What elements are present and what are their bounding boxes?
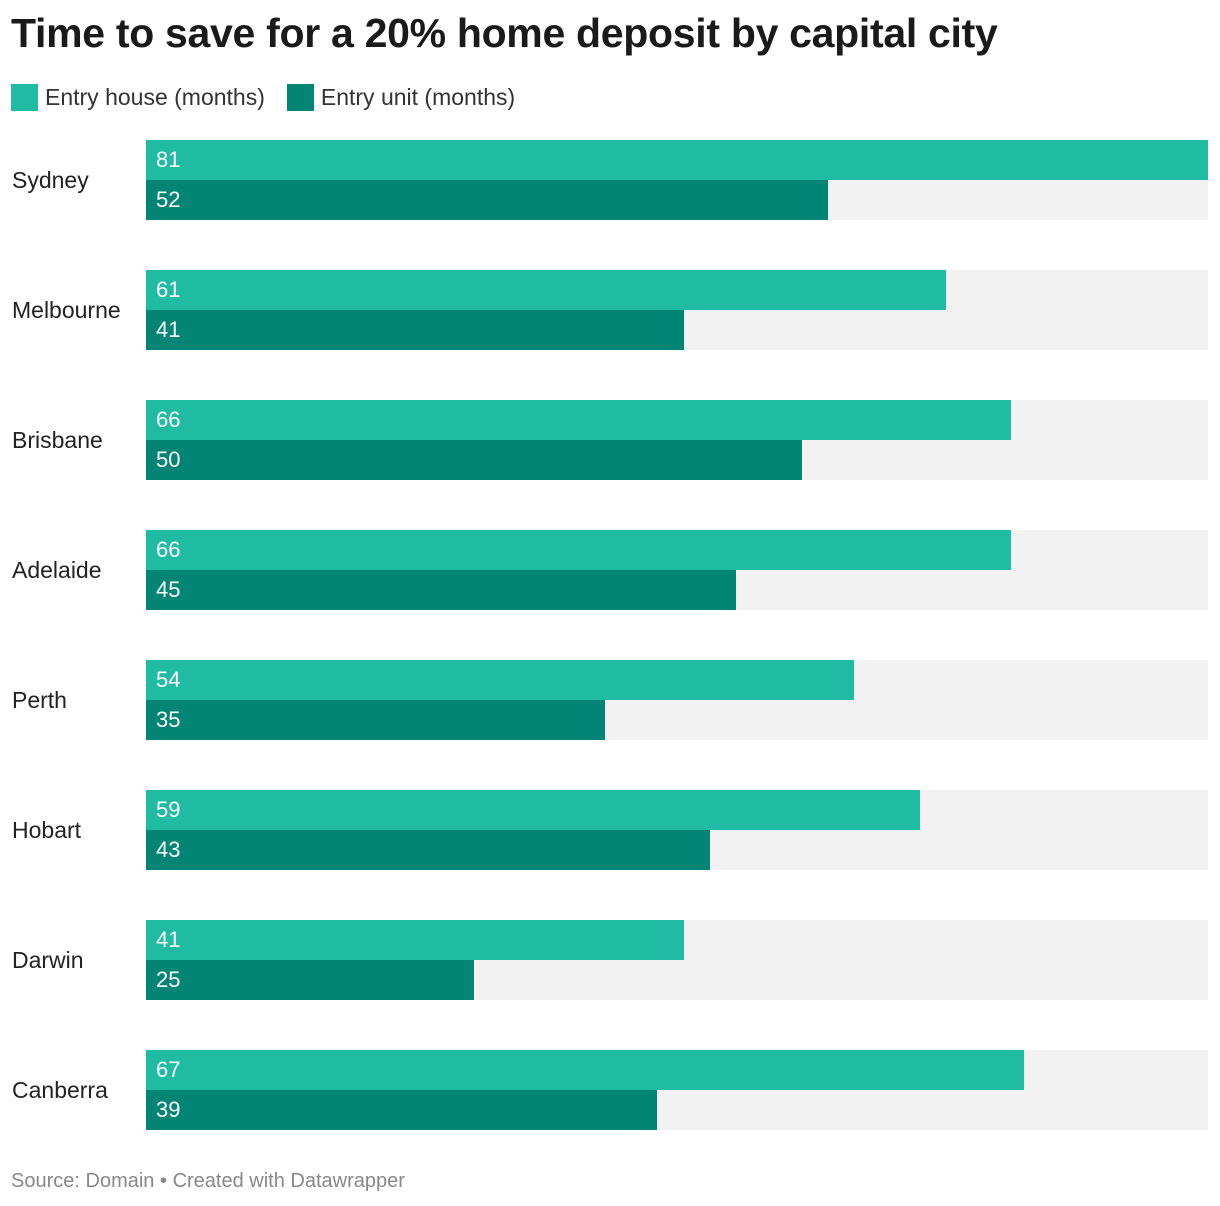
bar-group: Sydney 81 52 [0,140,1220,220]
source-label: Source: [11,1170,80,1192]
bar-house [146,140,1208,180]
bar-group: Brisbane 66 50 [0,400,1220,480]
bar-group: Melbourne 61 41 [0,270,1220,350]
bar-house [146,400,1012,440]
data-label: 67 [156,1057,181,1082]
legend: Entry house (months) Entry unit (months) [11,84,537,111]
legend-item-unit: Entry unit (months) [286,84,516,111]
data-label: 41 [156,927,181,952]
bar-house [146,790,920,830]
data-label: 66 [156,537,181,562]
data-label: 35 [156,707,181,732]
data-label: 81 [156,147,181,172]
category-label: Darwin [12,947,84,973]
footer: Source: Domain • Created with Datawrappe… [11,1170,405,1193]
category-label: Hobart [12,817,82,843]
bar-unit [146,1090,658,1130]
bar-unit [146,570,736,610]
category-label: Brisbane [12,427,103,453]
bar-group: Canberra 67 39 [0,1050,1220,1130]
bar-house [146,660,854,700]
data-label: 59 [156,797,181,822]
legend-item-house: Entry house (months) [11,84,265,111]
data-label: 45 [156,577,181,602]
separator: • [159,1170,167,1192]
category-label: Perth [12,687,67,713]
legend-swatch-unit [286,84,314,111]
data-label: 43 [156,837,181,862]
data-label: 41 [156,317,181,342]
legend-label-house: Entry house (months) [45,84,265,110]
bar-house [146,920,684,960]
bar-unit [146,440,802,480]
bar-group: Adelaide 66 45 [0,530,1220,610]
data-label: 52 [156,187,181,212]
credit-link[interactable]: Created with Datawrapper [172,1170,405,1192]
data-label: 39 [156,1097,181,1122]
bar-group: Darwin 41 25 [0,920,1220,1000]
bar-house [146,270,946,310]
bar-house [146,530,1012,570]
data-label: 25 [156,967,181,992]
bar-unit [146,310,684,350]
data-label: 66 [156,407,181,432]
data-label: 50 [156,447,181,472]
data-label: 61 [156,277,181,302]
bar-house [146,1050,1025,1090]
bar-unit [146,960,474,1000]
bar-unit [146,180,828,220]
bar-unit [146,700,605,740]
legend-swatch-house [11,84,38,111]
bar-unit [146,830,710,870]
bar-group: Hobart 59 43 [0,790,1220,870]
chart-title: Time to save for a 20% home deposit by c… [11,10,998,56]
legend-label-unit: Entry unit (months) [320,84,516,110]
category-label: Melbourne [12,297,121,323]
source-name: Domain [85,1170,155,1192]
category-label: Canberra [12,1077,108,1103]
bar-group: Perth 54 35 [0,660,1220,740]
category-label: Sydney [12,167,89,193]
category-label: Adelaide [12,557,102,583]
data-label: 54 [156,667,181,692]
